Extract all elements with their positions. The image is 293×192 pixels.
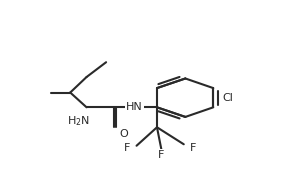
Text: F: F	[124, 143, 130, 153]
Text: H$_2$N: H$_2$N	[67, 114, 90, 127]
Text: F: F	[190, 143, 197, 153]
Text: HN: HN	[126, 102, 143, 112]
Text: Cl: Cl	[223, 93, 234, 103]
Text: O: O	[120, 129, 128, 139]
Text: F: F	[158, 150, 164, 160]
